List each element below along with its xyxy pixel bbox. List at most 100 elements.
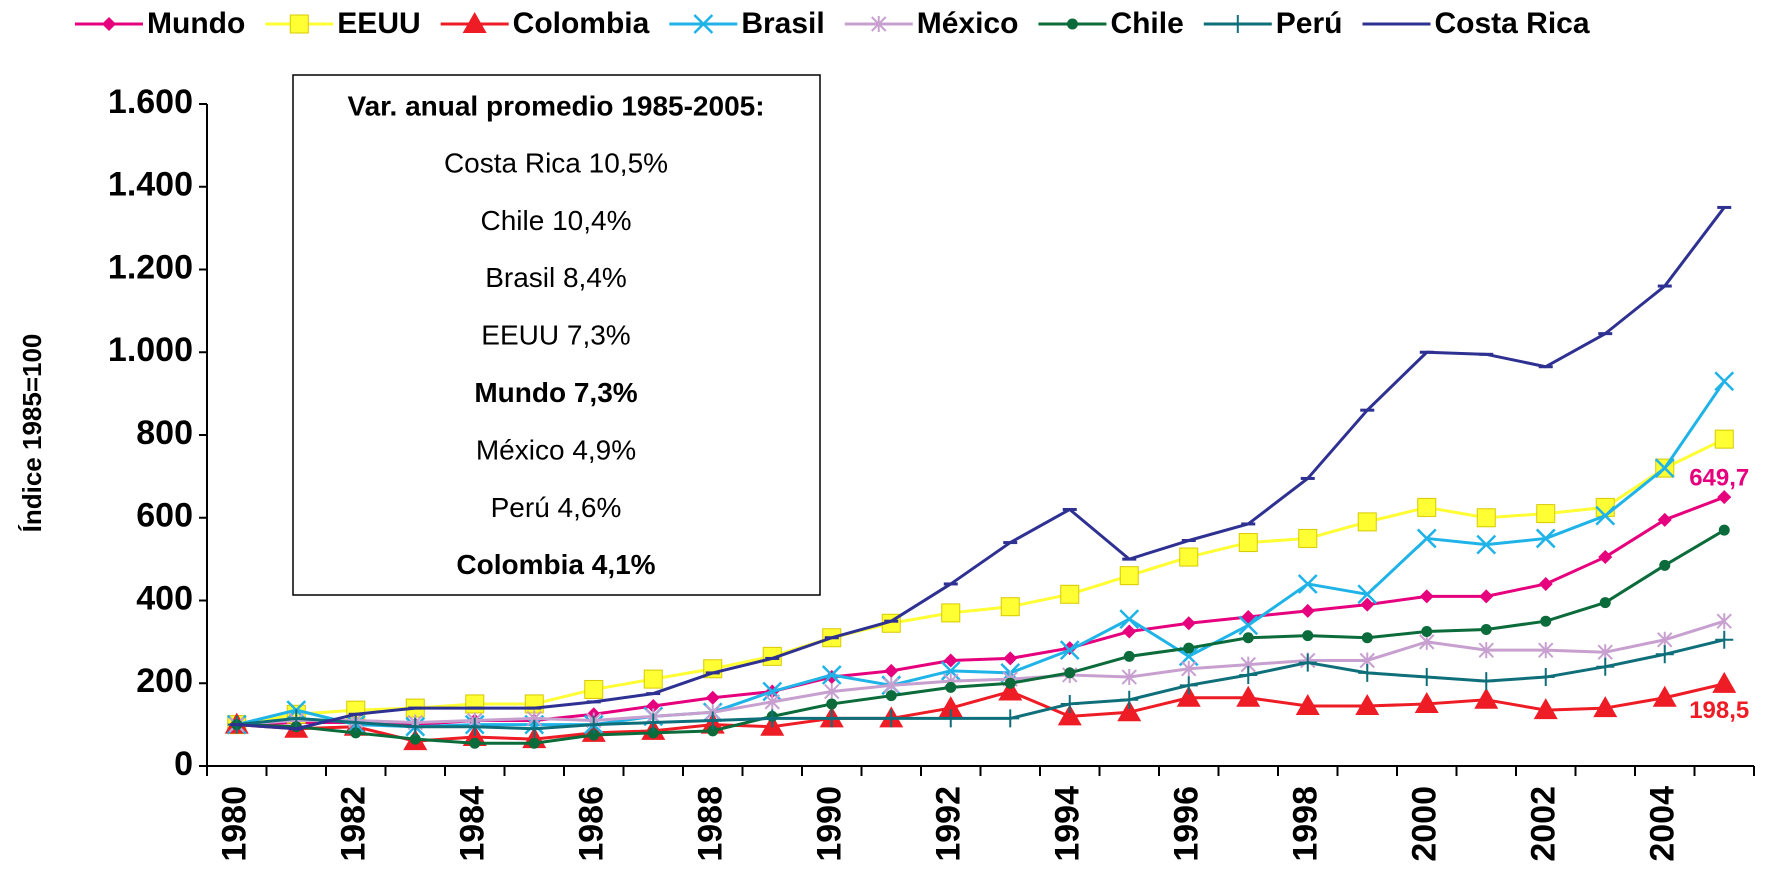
- y-tick-label: 1.000: [108, 331, 193, 369]
- marker: [1535, 528, 1556, 549]
- marker: [528, 737, 540, 749]
- x-tick-label: 1988: [692, 786, 730, 862]
- y-tick-label: 200: [136, 662, 193, 700]
- marker: [1057, 704, 1082, 726]
- marker: [350, 727, 362, 739]
- legend-label: Brasil: [741, 7, 824, 40]
- series: [231, 524, 1730, 749]
- annotation-line: Chile 10,4%: [481, 205, 632, 236]
- marker: [1181, 660, 1197, 677]
- marker: [1357, 584, 1378, 605]
- marker: [1060, 584, 1080, 604]
- series-line: [236, 638, 1725, 731]
- marker: [824, 670, 839, 685]
- marker: [1714, 371, 1735, 392]
- y-tick-label: 600: [136, 497, 193, 535]
- marker: [1179, 547, 1199, 567]
- marker: [584, 679, 604, 699]
- marker: [1295, 694, 1320, 716]
- series-line: [236, 380, 1726, 729]
- marker: [1358, 663, 1377, 682]
- marker: [1122, 624, 1137, 639]
- x-tick-label: 1980: [216, 786, 254, 862]
- marker: [1004, 677, 1016, 689]
- legend-label: Perú: [1276, 7, 1343, 40]
- marker: [705, 690, 720, 705]
- y-axis-title: Índice 1985=100: [17, 334, 47, 533]
- marker: [1228, 15, 1247, 33]
- marker: [1654, 458, 1675, 478]
- y-tick-label: 800: [136, 414, 193, 452]
- marker: [1066, 18, 1078, 30]
- marker: [525, 719, 544, 738]
- marker: [1120, 690, 1139, 709]
- marker: [1360, 597, 1375, 612]
- marker: [693, 14, 714, 34]
- marker: [406, 717, 425, 736]
- marker: [1000, 597, 1020, 617]
- marker: [646, 699, 661, 714]
- series: [227, 630, 1734, 738]
- x-tick-label: 2002: [1525, 786, 1563, 862]
- marker: [1479, 589, 1494, 604]
- marker: [588, 729, 600, 741]
- annotation-line: Perú 4,6%: [491, 492, 622, 523]
- marker: [998, 679, 1023, 701]
- marker: [1183, 642, 1195, 654]
- marker: [1117, 700, 1142, 722]
- marker: [1714, 429, 1734, 449]
- marker: [643, 669, 663, 689]
- annotation-line: Costa Rica 10,5%: [444, 147, 668, 178]
- marker: [1593, 696, 1618, 718]
- marker: [1176, 685, 1201, 707]
- marker: [524, 694, 544, 714]
- marker: [943, 653, 958, 668]
- marker: [469, 737, 481, 749]
- annotation-line: Mundo 7,3%: [474, 377, 637, 408]
- marker: [409, 733, 421, 745]
- marker: [1598, 550, 1613, 565]
- series-line: [236, 682, 1725, 743]
- series-line: [236, 619, 1725, 727]
- annotation-box: [292, 74, 821, 596]
- marker: [1119, 566, 1139, 586]
- marker: [1181, 616, 1196, 631]
- marker: [1599, 597, 1611, 609]
- marker: [1536, 668, 1555, 687]
- marker: [1179, 676, 1198, 695]
- annotation-line: México 4,9%: [476, 434, 636, 465]
- marker: [1059, 640, 1080, 661]
- marker: [1001, 709, 1020, 728]
- marker: [1355, 694, 1380, 716]
- marker: [1538, 642, 1554, 659]
- x-tick-label: 2000: [1406, 786, 1444, 862]
- y-tick-label: 1.600: [108, 83, 193, 121]
- x-tick-label: 1990: [811, 786, 849, 862]
- marker: [945, 681, 957, 693]
- marker: [821, 665, 842, 685]
- marker: [707, 725, 719, 737]
- marker: [1659, 559, 1671, 571]
- marker: [1302, 630, 1314, 642]
- marker: [346, 713, 365, 732]
- series-line: [236, 437, 1725, 727]
- marker: [1297, 574, 1318, 594]
- marker: [289, 14, 309, 34]
- x-tick-label: 1984: [454, 786, 492, 862]
- legend-label: EEUU: [337, 7, 420, 40]
- marker: [102, 17, 116, 31]
- marker: [1357, 512, 1377, 532]
- y-tick-label: 0: [174, 745, 193, 783]
- marker: [941, 709, 960, 728]
- annotation-line: EEUU 7,3%: [481, 320, 630, 351]
- legend-label: Costa Rica: [1435, 7, 1590, 40]
- marker: [1657, 512, 1672, 527]
- marker: [647, 727, 659, 739]
- marker: [1414, 691, 1439, 713]
- marker: [940, 660, 961, 681]
- marker: [1716, 613, 1732, 630]
- marker: [1417, 668, 1436, 687]
- marker: [941, 603, 961, 623]
- marker: [1300, 603, 1315, 618]
- marker: [1119, 609, 1140, 630]
